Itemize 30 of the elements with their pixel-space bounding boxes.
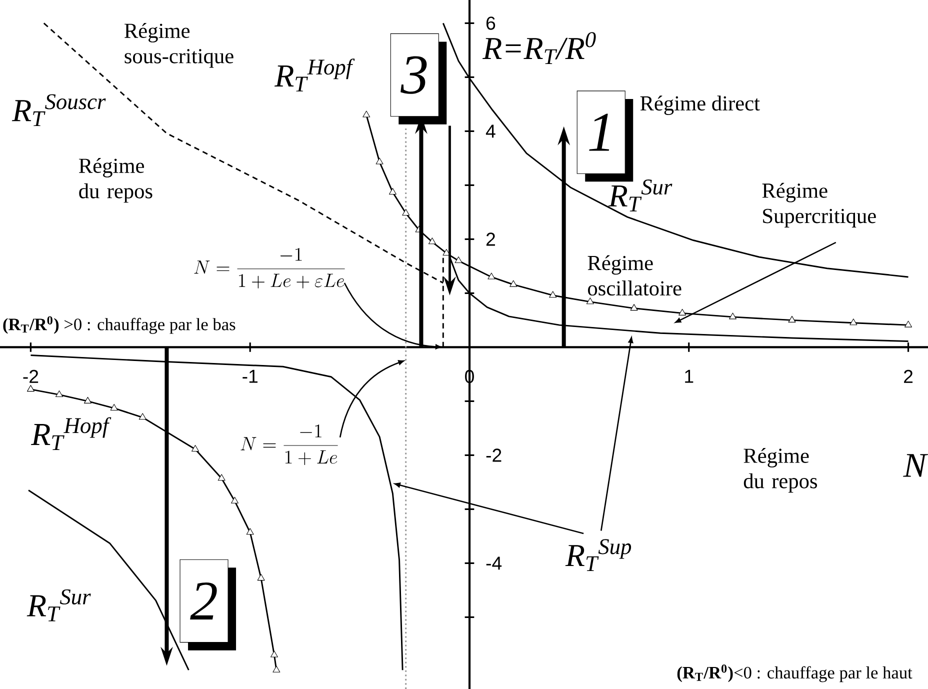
annotation: R$_{T}$Sup (565, 539, 632, 572)
annotation: Régime Supercritique (762, 182, 876, 228)
x-tick-label: 1 (685, 370, 694, 383)
x-tick-label: -2 (23, 370, 38, 383)
y-tick-label: -2 (486, 448, 502, 462)
annotation: 2 (190, 582, 217, 620)
text: (R$_{T}$/R$^{0}$)<0 : chauffage par le haut (677, 664, 912, 682)
series-label: R$_{T}$Hopf (274, 58, 355, 92)
series-label: R$_{T}$Sur (26, 589, 91, 622)
annotation: 1 (589, 114, 610, 151)
x-tick-label: -1 (242, 370, 258, 383)
annotation: Régime du repos (78, 158, 152, 203)
annotation: Régime oscillatoire (588, 255, 682, 296)
y-tick-label: 6 (486, 16, 496, 30)
y-tick-label: 2 (486, 232, 495, 246)
y-axis-title: R=R$_{T}$/R$^{0}$ (482, 32, 596, 64)
annotation: $N=\frac{-1}{1+Le}$ (240, 424, 338, 465)
x-tick-label: 2 (904, 370, 913, 383)
annotation: $N=\frac{-1}{1+Le+\varepsilon Le}$ (194, 248, 345, 288)
annotation: Régime du repos (744, 448, 817, 493)
annotation: Régime sous-critique (124, 22, 234, 68)
annotation: 3 (400, 56, 427, 94)
series-label: R$_{T}$Sur (608, 180, 672, 212)
series-label: R$_{T}$Souscr (12, 94, 106, 126)
series-label: R$_{T}$Hopf (30, 417, 112, 450)
x-axis-title: N (903, 454, 928, 477)
text: (R$_{T}$/R$^{0}$) >0 : chauffage par le bas (3, 316, 236, 334)
annotation: Régime direct (640, 96, 760, 115)
y-tick-label: 4 (486, 124, 496, 138)
y-tick-label: -4 (486, 556, 502, 570)
